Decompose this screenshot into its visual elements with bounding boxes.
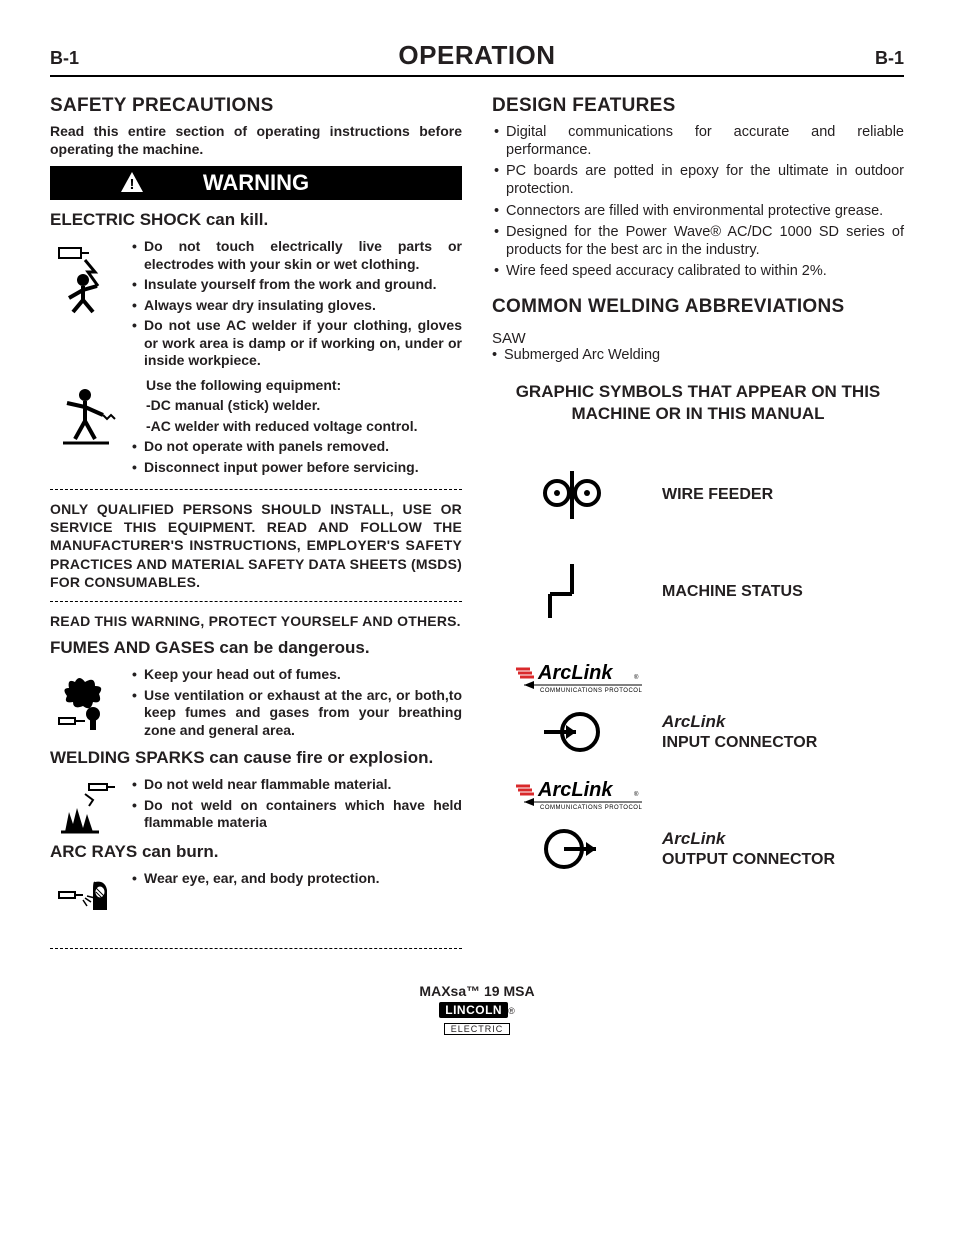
sparks-block: Do not weld near flammable material. Do … — [50, 776, 462, 836]
shock-heading: ELECTRIC SHOCK can kill. — [50, 210, 462, 230]
svg-text:COMMUNICATIONS PROTOCOL: COMMUNICATIONS PROTOCOL — [540, 688, 642, 694]
wire-feeder-label: WIRE FEEDER — [662, 486, 773, 504]
wire-feeder-icon — [522, 465, 622, 525]
shock-item: Do not touch electrically live parts or … — [132, 238, 462, 273]
design-item: Designed for the Power Wave® AC/DC 1000 … — [492, 223, 904, 259]
shock-item: Always wear dry insulating gloves. — [132, 297, 462, 315]
arclink-badge-2: ArcLink ® COMMUNICATIONS PROTOCOL — [512, 776, 904, 817]
arclink-text: ArcLink — [662, 829, 835, 849]
warning-label: WARNING — [203, 170, 309, 196]
shock-block-2: Use the following equipment: -DC manual … — [50, 377, 462, 480]
shock-item: Do not operate with panels removed. — [132, 438, 462, 456]
svg-text:!: ! — [130, 176, 135, 193]
qualified-note: ONLY QUALIFIED PERSONS SHOULD INSTALL, U… — [50, 500, 462, 591]
page-code-left: B-1 — [50, 48, 79, 69]
page-header: B-1 OPERATION B-1 — [50, 40, 904, 77]
abbrev-heading: COMMON WELDING ABBREVIATIONS — [492, 296, 904, 318]
fumes-list: Keep your head out of fumes. Use ventila… — [132, 666, 462, 742]
shock-item: Insulate yourself from the work and grou… — [132, 276, 462, 294]
machine-status-icon — [522, 560, 622, 624]
sparks-item: Do not weld near flammable material. — [132, 776, 462, 794]
warning-bar: ! WARNING — [50, 166, 462, 200]
symbol-row-wire-feeder: WIRE FEEDER — [492, 465, 904, 525]
arc-icon — [50, 870, 122, 920]
svg-text:ArcLink: ArcLink — [537, 662, 613, 684]
page-title: OPERATION — [398, 40, 555, 71]
shock-list-2: Use the following equipment: -DC manual … — [132, 377, 462, 480]
symbols-heading: GRAPHIC SYMBOLS THAT APPEAR ON THIS MACH… — [492, 381, 904, 425]
design-item: Connectors are filled with environmental… — [492, 202, 904, 220]
svg-text:ArcLink: ArcLink — [537, 779, 613, 801]
left-column: SAFETY PRECAUTIONS Read this entire sect… — [50, 87, 462, 959]
divider — [50, 601, 462, 602]
right-column: DESIGN FEATURES Digital communications f… — [492, 87, 904, 959]
fumes-item: Keep your head out of fumes. — [132, 666, 462, 684]
svg-text:COMMUNICATIONS PROTOCOL: COMMUNICATIONS PROTOCOL — [540, 805, 642, 811]
sparks-list: Do not weld near flammable material. Do … — [132, 776, 462, 836]
symbol-row-input: ArcLink INPUT CONNECTOR — [492, 708, 904, 756]
shock-item: Disconnect input power before servicing. — [132, 459, 462, 477]
output-connector-label-group: ArcLink OUTPUT CONNECTOR — [662, 829, 835, 869]
svg-text:®: ® — [634, 791, 639, 798]
sparks-item: Do not weld on containers which have hel… — [132, 797, 462, 832]
divider — [50, 948, 462, 949]
footer-model: MAXsa™ 19 MSA — [50, 983, 904, 999]
output-connector-icon — [522, 825, 622, 873]
footer-logo: LINCOLN® ELECTRIC — [50, 1001, 904, 1037]
arclink-text: ArcLink — [662, 712, 817, 732]
shock-sub-intro: Use the following equipment: — [132, 377, 462, 395]
design-heading: DESIGN FEATURES — [492, 95, 904, 117]
warning-triangle-icon: ! — [120, 171, 144, 199]
page-footer: MAXsa™ 19 MSA LINCOLN® ELECTRIC — [50, 983, 904, 1037]
arc-list: Wear eye, ear, and body protection. — [132, 870, 462, 920]
arc-block: Wear eye, ear, and body protection. — [50, 870, 462, 920]
fumes-heading: FUMES AND GASES can be dangerous. — [50, 638, 462, 658]
shock-list-1: Do not touch electrically live parts or … — [132, 238, 462, 373]
arc-heading: ARC RAYS can burn. — [50, 842, 462, 862]
input-connector-label: INPUT CONNECTOR — [662, 734, 817, 751]
sparks-icon — [50, 776, 122, 836]
lincoln-logo-bottom: ELECTRIC — [444, 1023, 511, 1035]
page-code-right: B-1 — [875, 48, 904, 69]
shock-block-1: Do not touch electrically live parts or … — [50, 238, 462, 373]
design-list: Digital communications for accurate and … — [492, 123, 904, 280]
arc-item: Wear eye, ear, and body protection. — [132, 870, 462, 888]
shock-sub-item: -AC welder with reduced voltage control. — [132, 418, 462, 436]
design-item: PC boards are potted in epoxy for the ul… — [492, 162, 904, 198]
svg-text:®: ® — [634, 674, 639, 681]
arclink-badge-1: ArcLink ® COMMUNICATIONS PROTOCOL — [512, 659, 904, 700]
design-item: Digital communications for accurate and … — [492, 123, 904, 159]
sparks-heading: WELDING SPARKS can cause fire or explosi… — [50, 748, 462, 768]
safety-heading: SAFETY PRECAUTIONS — [50, 95, 462, 117]
machine-status-label: MACHINE STATUS — [662, 583, 803, 601]
abbrev-def: Submerged Arc Welding — [492, 347, 904, 363]
content-columns: SAFETY PRECAUTIONS Read this entire sect… — [50, 87, 904, 959]
input-connector-label-group: ArcLink INPUT CONNECTOR — [662, 712, 817, 752]
lincoln-logo-top: LINCOLN — [439, 1002, 508, 1018]
shock-icon-1 — [50, 238, 122, 373]
divider — [50, 489, 462, 490]
abbrev-code: SAW — [492, 330, 904, 347]
design-item: Wire feed speed accuracy calibrated to w… — [492, 262, 904, 280]
symbol-row-machine-status: MACHINE STATUS — [492, 560, 904, 624]
read-warning: READ THIS WARNING, PROTECT YOURSELF AND … — [50, 612, 462, 630]
shock-item: Do not use AC welder if your clothing, g… — [132, 317, 462, 370]
symbol-row-output: ArcLink OUTPUT CONNECTOR — [492, 825, 904, 873]
fumes-icon — [50, 666, 122, 742]
safety-intro: Read this entire section of operating in… — [50, 123, 462, 158]
fumes-block: Keep your head out of fumes. Use ventila… — [50, 666, 462, 742]
output-connector-label: OUTPUT CONNECTOR — [662, 851, 835, 868]
input-connector-icon — [522, 708, 622, 756]
shock-icon-2 — [50, 377, 122, 480]
shock-sub-item: -DC manual (stick) welder. — [132, 397, 462, 415]
fumes-item: Use ventilation or exhaust at the arc, o… — [132, 687, 462, 740]
